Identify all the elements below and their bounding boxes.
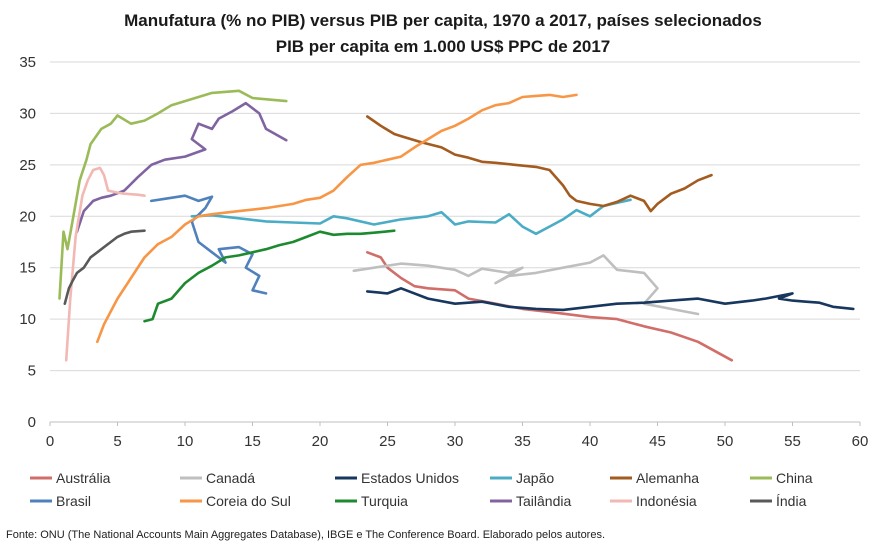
legend-label: Estados Unidos (361, 470, 459, 486)
y-tick-label: 5 (28, 363, 36, 380)
series-line-alemanha (366, 115, 713, 213)
legend-label: Tailândia (516, 493, 571, 509)
legend-label: Alemanha (636, 470, 699, 486)
y-tick-label: 20 (19, 208, 36, 225)
x-tick-label: 5 (113, 433, 121, 450)
legend-item-brasil: Brasil (30, 493, 91, 509)
legend-item-turquia: Turquia (335, 493, 408, 509)
series-line-turquia (143, 229, 396, 323)
legend-item-japao: Japão (490, 470, 554, 486)
legend-label: Coreia do Sul (206, 493, 291, 509)
x-tick-label: 10 (177, 433, 194, 450)
legend-label: Austrália (56, 470, 111, 486)
y-tick-label: 30 (19, 105, 36, 122)
x-tick-label: 55 (784, 433, 801, 450)
x-tick-label: 45 (649, 433, 666, 450)
series-line-india (63, 229, 146, 305)
x-tick-label: 50 (717, 433, 734, 450)
series-line-coreia-do-sul (96, 93, 578, 344)
legend-item-canada: Canadá (180, 470, 255, 486)
legend-item-alemanha: Alemanha (610, 470, 699, 486)
series-line-china (58, 89, 288, 300)
legend-item-estados-unidos: Estados Unidos (335, 470, 459, 486)
x-tick-label: 20 (312, 433, 329, 450)
legend-label: Brasil (56, 493, 91, 509)
legend: Austrália Canadá Estados Unidos Japão Aleman… (30, 470, 813, 509)
series-line-canada (352, 254, 700, 316)
series-line-estados-unidos (366, 287, 855, 312)
y-tick-label: 25 (19, 157, 36, 174)
legend-label: Indonésia (636, 493, 697, 509)
series-line-indonesia (64, 166, 146, 362)
series-line-japao (190, 198, 632, 236)
chart-title: Manufatura (% no PIB) versus PIB per cap… (124, 11, 762, 30)
x-tick-label: 0 (46, 433, 54, 450)
x-tick-label: 15 (244, 433, 261, 450)
x-tick-label: 60 (852, 433, 869, 450)
legend-label: Turquia (361, 493, 408, 509)
axes: 0 5 10 15 20 25 30 35 0 5 10 15 20 25 30 35 40 45 50 55 60 (19, 54, 868, 450)
source-note: Fonte: ONU (The National Accounts Main A… (6, 529, 605, 541)
series-line-tailandia (75, 101, 288, 233)
legend-label: Canadá (206, 470, 255, 486)
y-tick-label: 0 (28, 414, 36, 431)
series-line-australia (366, 251, 734, 362)
y-tick-label: 15 (19, 260, 36, 277)
gridlines (50, 61, 860, 372)
legend-item-china: China (750, 470, 813, 486)
chart-subtitle: PIB per capita em 1.000 US$ PPC de 2017 (276, 37, 611, 56)
legend-item-india: Índia (750, 493, 807, 509)
legend-item-indonesia: Indonésia (610, 493, 697, 509)
x-tick-label: 25 (379, 433, 396, 450)
y-tick-label: 35 (19, 54, 36, 71)
x-tick-label: 40 (582, 433, 599, 450)
x-tick-label: 30 (447, 433, 464, 450)
series-line-brasil (150, 194, 268, 295)
y-tick-label: 10 (19, 311, 36, 328)
plot-area (58, 89, 855, 362)
legend-label: Índia (776, 493, 807, 509)
legend-item-australia: Austrália (30, 470, 111, 486)
legend-label: China (776, 470, 813, 486)
legend-item-coreia-do-sul: Coreia do Sul (180, 493, 291, 509)
x-tick-label: 35 (514, 433, 531, 450)
legend-label: Japão (516, 470, 554, 486)
legend-item-tailandia: Tailândia (490, 493, 571, 509)
